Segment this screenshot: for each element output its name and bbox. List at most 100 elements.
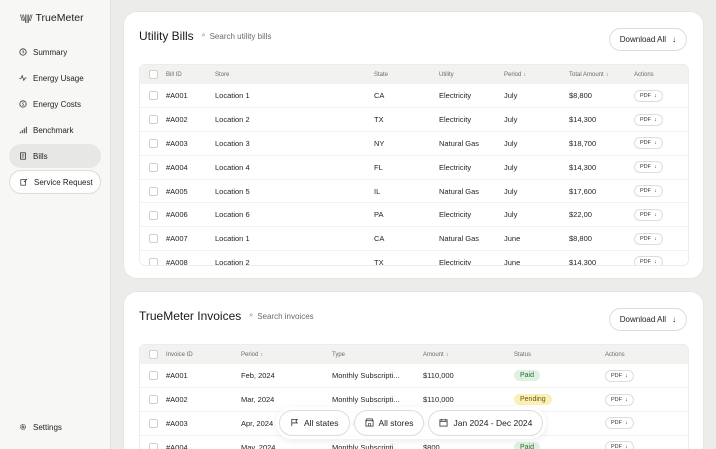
- row-checkbox[interactable]: [149, 186, 158, 196]
- table-cell: FL: [374, 155, 439, 180]
- sidebar-item-service-request[interactable]: Service Request: [9, 170, 101, 194]
- invoices-card: TrueMeter Invoices ⌕ Search invoices Dow…: [123, 291, 704, 449]
- pdf-download-button[interactable]: PDF ↓: [634, 232, 663, 245]
- table-row[interactable]: #A001 Feb, 2024 Monthly Subscripti... $110,…: [140, 364, 688, 389]
- row-checkbox[interactable]: [149, 419, 158, 429]
- status-badge: Pending: [514, 394, 552, 406]
- row-checkbox[interactable]: [149, 163, 158, 173]
- filter-bar: All states All stores Jan 2024 - Dec 202…: [276, 407, 547, 439]
- table-row[interactable]: #A006 Location 6 PA Electricity July $22,00 PD…: [140, 202, 688, 228]
- row-checkbox[interactable]: [149, 115, 158, 125]
- column-header-period[interactable]: Period ↕: [241, 351, 264, 358]
- table-cell: CA: [374, 84, 439, 109]
- dollar-circle-icon: $: [19, 100, 27, 108]
- table-cell: $8,800: [569, 84, 634, 109]
- sidebar-item-energy-costs[interactable]: $ Energy Costs: [9, 92, 101, 116]
- arrow-down-icon: ↓: [654, 140, 657, 147]
- row-checkbox[interactable]: [149, 258, 158, 265]
- utility-bills-search-input[interactable]: Search utility bills: [209, 31, 272, 41]
- table-cell: #A003: [166, 411, 241, 436]
- row-checkbox[interactable]: [149, 91, 158, 101]
- column-header: Actions: [634, 71, 654, 78]
- select-all-checkbox[interactable]: [149, 350, 158, 359]
- pdf-download-button[interactable]: PDF ↓: [605, 441, 634, 449]
- pdf-download-button[interactable]: PDF ↓: [634, 208, 663, 221]
- row-checkbox[interactable]: [149, 443, 158, 449]
- sidebar-item-bills[interactable]: Bills: [9, 144, 101, 168]
- arrow-down-icon: ↓: [625, 396, 628, 403]
- table-cell: #A007: [166, 226, 215, 252]
- row-checkbox[interactable]: [149, 234, 158, 244]
- sidebar-item-settings[interactable]: Settings: [9, 415, 101, 439]
- row-checkbox[interactable]: [149, 395, 158, 405]
- table-row[interactable]: #A004 Location 4 FL Electricity July $14,300 P…: [140, 155, 688, 180]
- pdf-download-button[interactable]: PDF ↓: [605, 393, 634, 406]
- table-cell: Location 5: [215, 179, 374, 204]
- download-all-bills-button[interactable]: Download All ↓: [608, 28, 687, 51]
- table-cell: Natural Gas: [439, 179, 504, 204]
- search-icon: ⌕: [201, 32, 206, 39]
- arrow-down-icon: ↓: [654, 235, 657, 242]
- table-cell: July: [504, 131, 569, 156]
- column-header-period[interactable]: Period ↕: [504, 71, 527, 78]
- row-checkbox[interactable]: [149, 210, 158, 220]
- pdf-download-button[interactable]: PDF ↓: [634, 113, 663, 126]
- states-filter-label: All states: [304, 418, 339, 428]
- table-row[interactable]: #A003 Location 3 NY Natural Gas July $18,700 P…: [140, 131, 688, 156]
- stores-filter-button[interactable]: All stores: [353, 410, 425, 436]
- select-all-checkbox[interactable]: [149, 70, 158, 79]
- row-checkbox[interactable]: [149, 139, 158, 149]
- column-header-amount[interactable]: Amount ↕: [423, 351, 449, 358]
- states-filter-button[interactable]: All states: [279, 410, 350, 436]
- column-header-total-amount[interactable]: Total Amount ↕: [569, 71, 609, 78]
- logo[interactable]: \\\|||// TrueMeter: [20, 12, 84, 24]
- sort-icon: ↕: [605, 71, 609, 78]
- utility-bills-header: Utility Bills ⌕ Search utility bills: [139, 29, 271, 43]
- table-cell: Feb, 2024: [241, 364, 332, 389]
- column-header: Type: [332, 351, 346, 358]
- table-cell: #A006: [166, 202, 215, 228]
- sidebar-item-energy-usage[interactable]: Energy Usage: [9, 66, 101, 90]
- pdf-download-button[interactable]: PDF ↓: [634, 89, 663, 102]
- pdf-download-button[interactable]: PDF ↓: [634, 137, 663, 150]
- arrow-down-icon: ↓: [654, 164, 657, 171]
- table-row[interactable]: #A008 Location 2 TX Electricity June $14,300 P…: [140, 250, 688, 265]
- table-cell: Location 4: [215, 155, 374, 180]
- pdf-download-button[interactable]: PDF ↓: [634, 256, 663, 265]
- invoices-search-input[interactable]: Search invoices: [257, 311, 314, 321]
- status-badge: Paid: [514, 370, 541, 382]
- table-cell: $14,300: [569, 250, 634, 265]
- pdf-label: PDF: [611, 420, 622, 427]
- pdf-label: PDF: [611, 396, 622, 403]
- sidebar-item-summary[interactable]: Summary: [9, 40, 101, 64]
- utility-bills-search[interactable]: ⌕ Search utility bills: [202, 32, 272, 41]
- date-range-filter-button[interactable]: Jan 2024 - Dec 2024: [428, 410, 544, 436]
- table-cell: Electricity: [439, 107, 504, 133]
- sidebar: \\\|||// TrueMeter Summary Energy Usage …: [0, 0, 111, 449]
- pdf-download-button[interactable]: PDF ↓: [605, 417, 634, 430]
- sidebar-item-label: Service Request: [34, 177, 93, 187]
- row-checkbox[interactable]: [149, 371, 158, 381]
- download-all-invoices-button[interactable]: Download All ↓: [608, 308, 687, 331]
- invoices-search[interactable]: ⌕ Search invoices: [249, 312, 313, 321]
- pdf-download-button[interactable]: PDF ↓: [605, 369, 634, 382]
- sort-icon: ↕: [523, 71, 527, 78]
- pdf-download-button[interactable]: PDF ↓: [634, 185, 663, 198]
- table-row[interactable]: #A007 Location 1 CA Natural Gas June $8,800 PD…: [140, 226, 688, 252]
- column-header: Invoice ID: [166, 351, 193, 358]
- arrow-down-icon: ↓: [625, 420, 628, 427]
- sort-icon: ↕: [260, 351, 264, 358]
- table-cell: Location 1: [215, 226, 374, 252]
- table-row[interactable]: #A005 Location 5 IL Natural Gas July $17,600 P…: [140, 179, 688, 204]
- invoices-title: TrueMeter Invoices: [139, 309, 242, 323]
- table-row[interactable]: #A002 Location 2 TX Electricity July $14,300 P…: [140, 107, 688, 133]
- sidebar-item-benchmark[interactable]: Benchmark: [9, 118, 101, 142]
- download-all-label: Download All: [619, 35, 666, 44]
- table-row[interactable]: #A001 Location 1 CA Electricity July $8,800 PD…: [140, 84, 688, 109]
- table-cell: TX: [374, 250, 439, 265]
- pdf-download-button[interactable]: PDF ↓: [634, 161, 663, 174]
- table-cell: $22,00: [569, 202, 634, 228]
- utility-bills-title: Utility Bills: [139, 29, 194, 43]
- table-cell: IL: [374, 179, 439, 204]
- arrow-down-icon: ↓: [654, 211, 657, 218]
